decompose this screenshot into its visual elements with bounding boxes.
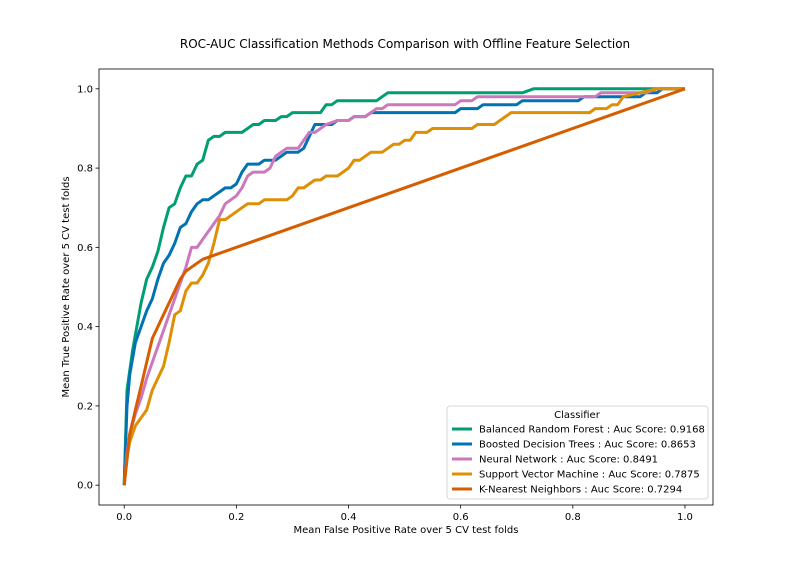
x-tick-label: 0.0 [116, 512, 132, 523]
legend-title: Classifier [554, 410, 601, 421]
x-axis-label: Mean False Positive Rate over 5 CV test … [294, 525, 519, 536]
y-axis-label: Mean True Positive Rate over 5 CV test f… [61, 176, 72, 397]
legend-items: Balanced Random Forest : Auc Score: 0.91… [452, 425, 705, 496]
y-axis-ticks: 0.0 0.2 0.4 0.6 0.8 1.0 [77, 84, 99, 492]
x-tick-label: 0.2 [228, 512, 244, 523]
y-tick-label: 0.0 [77, 481, 93, 492]
series-line-4 [122, 87, 685, 486]
x-tick-label: 1.0 [677, 512, 693, 523]
y-tick-label: 0.2 [77, 401, 93, 412]
series-line-3 [122, 87, 685, 486]
legend-label: Support Vector Machine : Auc Score: 0.78… [479, 470, 700, 481]
legend-label: Neural Network : Auc Score: 0.8491 [479, 455, 658, 466]
chart-title: ROC-AUC Classification Methods Compariso… [180, 37, 630, 51]
series-line-5 [122, 87, 686, 486]
x-tick-label: 0.8 [565, 512, 581, 523]
y-tick-label: 0.4 [77, 322, 93, 333]
x-tick-label: 0.4 [341, 512, 357, 523]
legend-label: K-Nearest Neighbors : Auc Score: 0.7294 [479, 485, 682, 496]
series-line-1 [122, 87, 685, 486]
legend-label: Balanced Random Forest : Auc Score: 0.91… [479, 425, 705, 436]
series-line-2 [122, 87, 685, 486]
legend: Classifier Balanced Random Forest : Auc … [446, 405, 709, 500]
axes-frame [98, 68, 714, 506]
legend-box [446, 405, 709, 500]
y-tick-label: 1.0 [77, 84, 93, 95]
x-tick-label: 0.6 [453, 512, 469, 523]
series-lines [122, 87, 686, 486]
y-tick-label: 0.6 [77, 243, 93, 254]
x-axis-ticks: 0.0 0.2 0.4 0.6 0.8 1.0 [116, 505, 693, 523]
legend-label: Boosted Decision Trees : Auc Score: 0.86… [479, 440, 696, 451]
y-tick-label: 0.8 [77, 164, 93, 175]
